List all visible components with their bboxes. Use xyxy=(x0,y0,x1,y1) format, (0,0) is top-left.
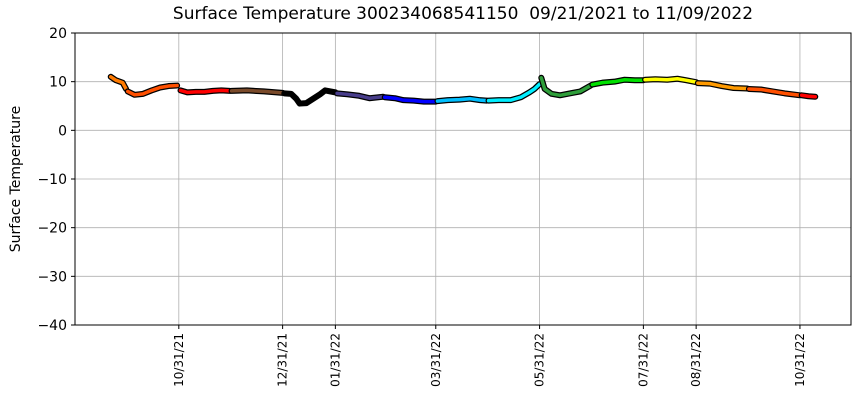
series-line xyxy=(178,88,232,95)
series-line xyxy=(108,75,128,91)
series-line xyxy=(435,96,489,103)
x-tick-label: 12/31/21 xyxy=(276,333,290,387)
y-axis-label: Surface Temperature xyxy=(8,106,24,252)
x-tick-label: 08/31/22 xyxy=(689,333,703,387)
series-line xyxy=(126,83,179,97)
series-line xyxy=(696,81,749,91)
chart-title: Surface Temperature 300234068541150 09/2… xyxy=(173,4,753,24)
y-tick-label: −10 xyxy=(37,172,67,188)
x-tick-label: 07/31/22 xyxy=(636,333,650,387)
y-tick-label: 0 xyxy=(58,123,67,139)
series-line xyxy=(335,91,385,100)
y-tick-label: −30 xyxy=(37,269,67,285)
series-line xyxy=(799,93,818,99)
series-line xyxy=(382,95,438,104)
series-line xyxy=(229,88,285,95)
series-line xyxy=(282,88,338,106)
series-line xyxy=(643,76,698,84)
x-tick-label: 10/31/21 xyxy=(172,333,186,387)
y-tick-label: 10 xyxy=(49,75,67,91)
y-tick-label: −20 xyxy=(37,221,67,237)
series-line xyxy=(539,76,593,98)
x-tick-label: 05/31/22 xyxy=(533,333,547,387)
x-tick-label: 01/31/22 xyxy=(328,333,342,387)
series-line xyxy=(486,82,542,103)
y-tick-label: 20 xyxy=(49,26,67,42)
x-tick-label: 10/31/22 xyxy=(793,333,807,387)
plot-frame xyxy=(74,32,852,326)
y-tick-label: −40 xyxy=(37,318,67,334)
series-line xyxy=(590,77,646,87)
series-line xyxy=(747,87,802,98)
x-tick-label: 03/31/22 xyxy=(429,333,443,387)
